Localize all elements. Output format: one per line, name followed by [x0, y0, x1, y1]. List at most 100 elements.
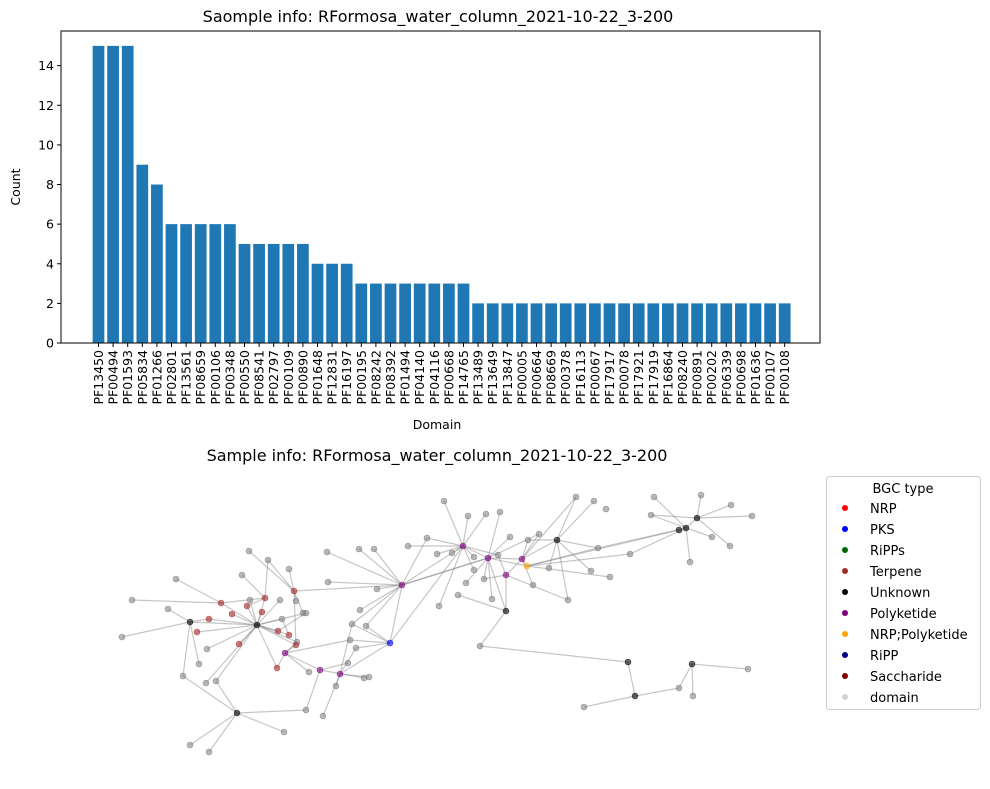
- network-edge: [457, 594, 507, 612]
- network-edge: [208, 618, 258, 626]
- bar: [486, 303, 499, 343]
- x-tick-label: PF01266: [149, 350, 164, 405]
- network-edge: [365, 625, 391, 644]
- network-edge: [436, 545, 464, 555]
- network-edge: [241, 574, 266, 599]
- x-tick-label: PF00494: [106, 350, 121, 405]
- network-node-domain: [202, 679, 210, 687]
- legend-marker: [842, 673, 848, 679]
- network-edge: [359, 584, 403, 611]
- network-node-domain: [580, 703, 588, 711]
- x-tick-label: PF00668: [441, 350, 456, 405]
- bar: [530, 303, 543, 343]
- network-edge: [326, 551, 403, 586]
- network-graph: Sample info: RFormosa_water_column_2021-…: [118, 446, 756, 756]
- network-node-domain: [697, 491, 705, 499]
- network-node-polyketide: [518, 555, 526, 563]
- network-node-domain: [448, 549, 456, 557]
- network-edge: [358, 548, 403, 586]
- network-edge: [487, 557, 528, 567]
- network-edge: [208, 712, 238, 753]
- bar: [749, 303, 762, 343]
- network-node-domain: [470, 566, 478, 574]
- network-edge: [521, 539, 529, 560]
- network-edge: [182, 621, 191, 677]
- network-node-domain: [462, 579, 470, 587]
- network-node-domain: [689, 692, 697, 700]
- network-node-domain: [346, 636, 354, 644]
- network-node-domain: [205, 748, 213, 756]
- legend-title: BGC type: [872, 482, 933, 497]
- network-node-domain: [362, 622, 370, 630]
- network-node-unknown: [682, 524, 690, 532]
- network-node-domain: [564, 596, 572, 604]
- x-tick-label: PF06339: [719, 350, 734, 405]
- network-node-domain: [594, 544, 602, 552]
- network-node-unknown: [553, 536, 561, 544]
- network-node-unknown: [502, 607, 510, 615]
- network-edge: [685, 527, 691, 563]
- network-node-domain: [606, 573, 614, 581]
- network-node-domain: [246, 596, 254, 604]
- bar: [676, 303, 689, 343]
- network-node-domain: [348, 620, 356, 628]
- bar: [297, 243, 309, 343]
- network-edge: [182, 675, 238, 714]
- network-node-domain: [650, 493, 658, 501]
- network-edge: [462, 545, 489, 559]
- legend-items: NRP PKS RiPPs Terpene Unknown Polyketide NRP;P…: [842, 502, 968, 706]
- x-tick-label: PF04140: [412, 350, 427, 405]
- y-tick-label: 4: [46, 256, 54, 271]
- network-edge: [231, 613, 258, 626]
- bar: [618, 303, 630, 343]
- network-nodes: [118, 491, 756, 756]
- network-edge: [284, 639, 351, 654]
- network-node-domain: [435, 602, 443, 610]
- legend-frame: [826, 476, 981, 710]
- network-node-polyketide: [336, 670, 344, 678]
- bar: [165, 224, 178, 343]
- network-edge: [462, 515, 469, 547]
- x-tick-label: PF00698: [733, 350, 748, 405]
- legend-marker: [842, 631, 848, 637]
- network-node-domain: [302, 706, 310, 714]
- network-node-domain: [264, 556, 272, 564]
- network-edge: [505, 558, 523, 576]
- network-edge: [691, 663, 749, 670]
- bar: [413, 283, 426, 343]
- network-node-terpene: [261, 594, 269, 602]
- bars: [92, 45, 791, 343]
- network-node-domain: [332, 682, 340, 690]
- bar: [691, 303, 703, 343]
- network-node-domain: [686, 558, 694, 566]
- network-edge: [597, 527, 687, 549]
- x-tick-label: PF00202: [704, 350, 719, 405]
- legend-label: RiPPs: [870, 544, 905, 559]
- bar: [647, 303, 660, 343]
- network-edge: [167, 608, 191, 623]
- network-node-domain: [647, 511, 655, 519]
- network-node-domain: [203, 645, 211, 653]
- x-tick-label: PF13847: [500, 350, 515, 405]
- network-edge: [246, 605, 258, 626]
- network-edge: [131, 599, 222, 604]
- network-node-terpene: [228, 610, 236, 618]
- network-node-domain: [496, 508, 504, 516]
- bar: [151, 184, 163, 343]
- network-edge: [685, 527, 713, 538]
- network-edge: [215, 680, 238, 714]
- legend: BGC type NRP PKS RiPPs Terpene Unknown Polyke…: [826, 476, 981, 710]
- network-title: Sample info: RFormosa_water_column_2021-…: [207, 446, 668, 466]
- network-edge: [462, 545, 475, 571]
- legend-label: Terpene: [869, 565, 922, 580]
- legend-marker: [842, 505, 848, 511]
- network-node-domain: [587, 567, 595, 575]
- x-tick-label: PF00891: [690, 350, 705, 405]
- network-node-domain: [186, 741, 194, 749]
- x-tick-label: PF01636: [748, 350, 763, 405]
- bar: [282, 243, 295, 343]
- network-edge: [521, 496, 577, 560]
- network-edge: [497, 554, 507, 576]
- network-edge: [462, 545, 499, 556]
- bar: [267, 243, 280, 343]
